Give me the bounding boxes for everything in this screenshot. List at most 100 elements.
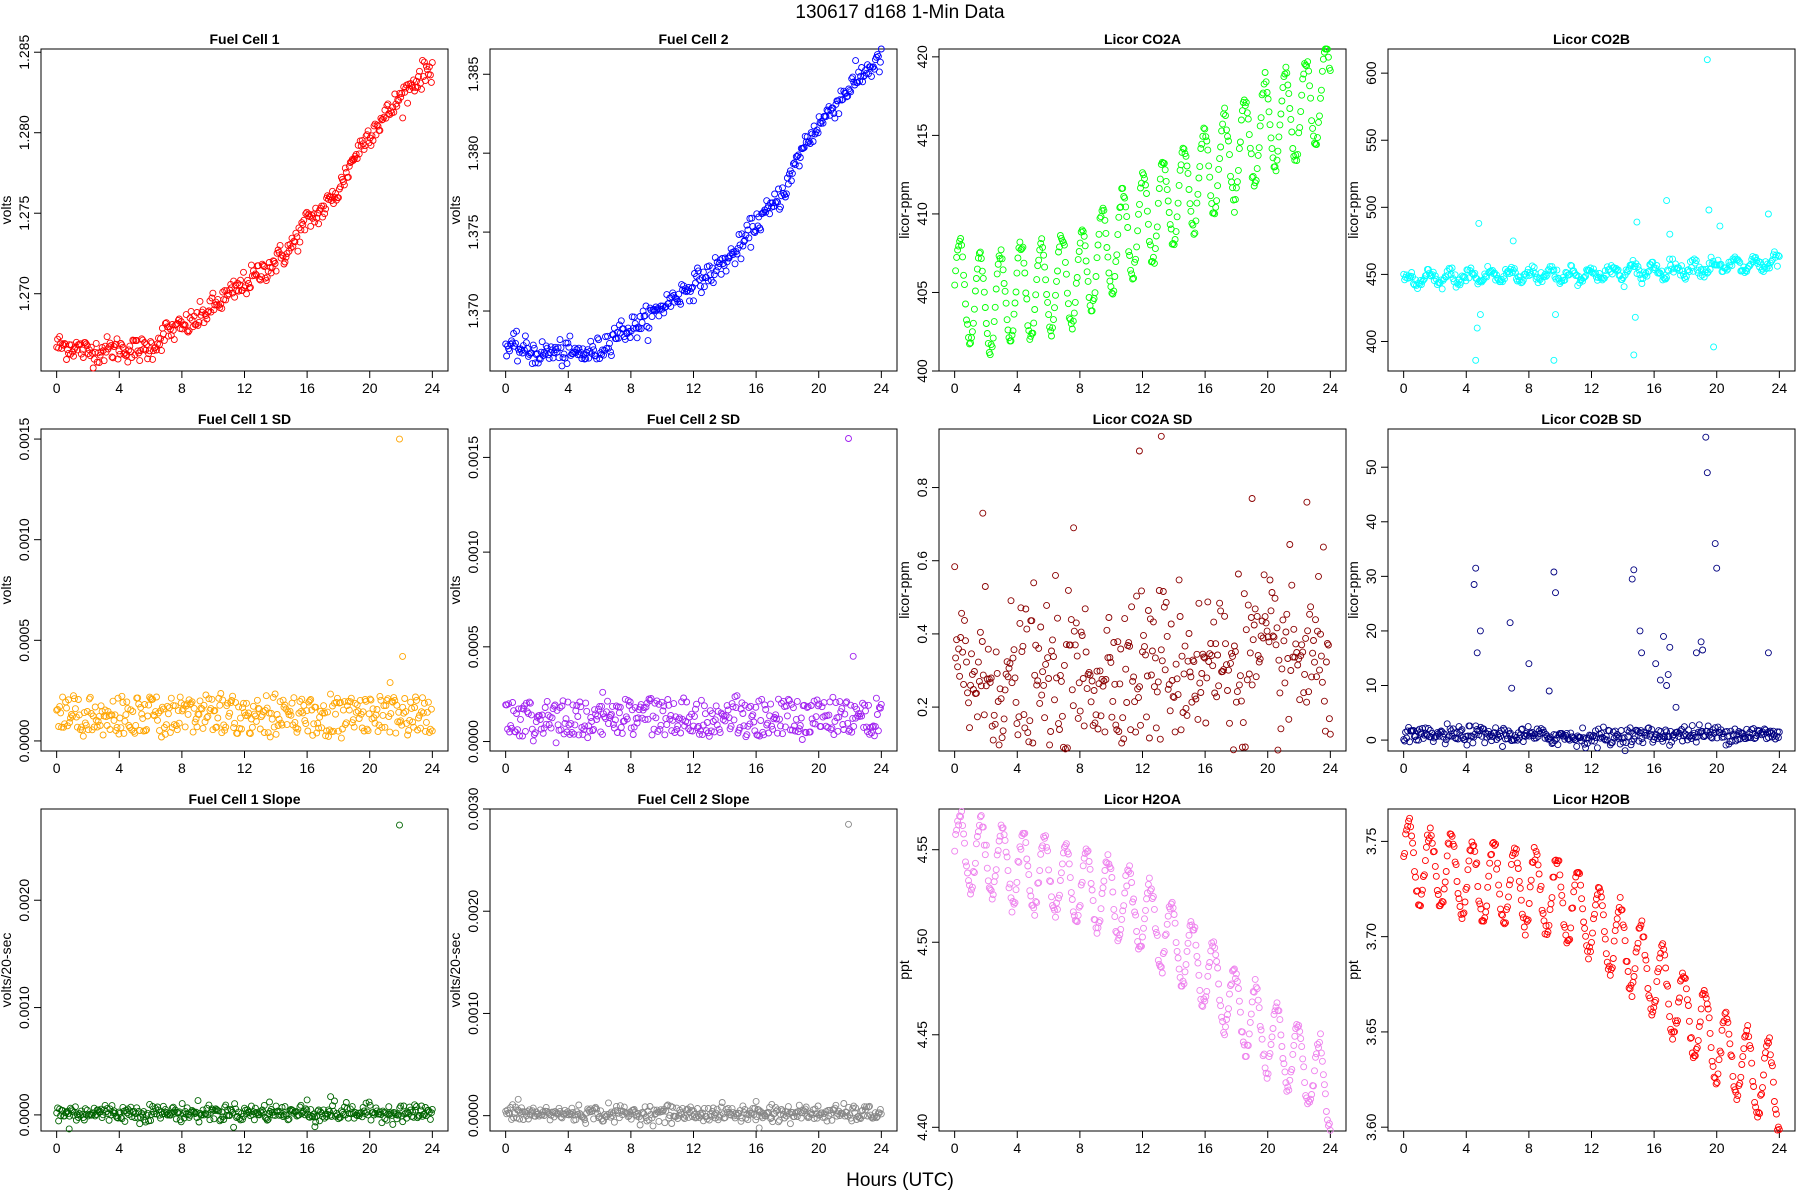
licor-co2b-data-point [1663, 197, 1671, 205]
licor-co2a-data-point [1297, 108, 1305, 116]
licor-h2oa-data-point [1094, 924, 1102, 932]
licor-h2ob-data-point [1460, 909, 1468, 917]
fuel-cell-2-sd-data-point [509, 699, 517, 706]
licor-h2oa-data-point [1271, 1007, 1279, 1015]
licor-co2a-sd-data-point [1036, 699, 1044, 707]
fuel-cell-1-sd-data-point [317, 707, 325, 715]
fuel-cell-1-sd-data-point [176, 693, 184, 701]
fuel-cell-1-data-point [70, 352, 77, 360]
licor-co2a-data-point [1282, 63, 1290, 71]
licor-co2a-sd-data-point [1028, 617, 1036, 625]
fuel-cell-1-data-point [79, 354, 87, 361]
fuel-cell-2-x-tick-label: 12 [686, 380, 702, 396]
fuel-cell-1-sd-data-point [220, 721, 228, 729]
licor-co2a-x-tick-label: 12 [1135, 380, 1151, 396]
licor-h2oa-data-point [1181, 968, 1189, 976]
fuel-cell-1-data-point [170, 336, 178, 344]
licor-h2ob-data-point [1669, 1035, 1677, 1043]
licor-co2a-sd-data-point [951, 563, 959, 571]
licor-co2a-sd-data-point [1189, 656, 1197, 664]
fuel-cell-1-data-point [326, 193, 333, 201]
licor-co2b-data-point [1579, 277, 1587, 285]
licor-h2oa-x-tick-label: 20 [1260, 1140, 1276, 1156]
licor-co2a-data-point [1230, 208, 1238, 216]
licor-h2ob-data-point [1674, 1017, 1681, 1025]
fuel-cell-1-data-point [282, 253, 290, 261]
licor-co2a-sd-data-point [1130, 673, 1138, 681]
fuel-cell-1-slope-data-point [250, 1116, 258, 1124]
fuel-cell-1-data-point [117, 340, 125, 347]
licor-h2oa-data-point [992, 866, 1000, 874]
fuel-cell-1-sd-data-point [296, 697, 304, 705]
licor-h2oa-data-point [1080, 854, 1088, 862]
fuel-cell-1-slope-data-point [366, 1101, 374, 1109]
licor-h2ob-data-point [1459, 910, 1467, 918]
licor-co2a-data-point [1018, 245, 1026, 253]
licor-co2b-sd-data-point [1469, 739, 1477, 747]
licor-co2b-sd-data-point [1619, 738, 1627, 746]
licor-h2oa-data-point [951, 847, 959, 855]
licor-h2ob-data-point [1695, 1022, 1703, 1030]
fuel-cell-2-sd-data-point [819, 713, 827, 721]
fuel-cell-2-sd-points [502, 435, 885, 747]
licor-co2b-sd-data-point [1708, 734, 1716, 742]
licor-h2ob-data-point [1477, 905, 1485, 913]
licor-co2b-data-point [1510, 265, 1518, 273]
licor-co2a-data-point [1234, 166, 1242, 174]
fuel-cell-2-sd-data-point [629, 731, 637, 738]
licor-co2a-data-point [1115, 213, 1123, 221]
licor-h2oa-data-point [1046, 877, 1054, 885]
licor-co2b-sd-data-point [1593, 744, 1601, 752]
licor-co2a-sd-data-point [1010, 646, 1018, 654]
licor-co2a-sd-data-point [964, 689, 971, 697]
licor-h2oa-data-point [1319, 1071, 1327, 1079]
fuel-cell-1-data-point [237, 276, 244, 284]
fuel-cell-2-sd-data-point [718, 710, 726, 718]
fuel-cell-2-sd-data-point [841, 710, 849, 718]
licor-h2oa-data-point [1206, 959, 1214, 966]
licor-h2ob-data-point [1741, 1033, 1749, 1041]
licor-h2oa-data-point [1178, 982, 1186, 990]
licor-h2ob-data-point [1702, 994, 1710, 1002]
licor-h2ob-data-point [1579, 905, 1587, 913]
licor-co2a-sd-data-point [1288, 581, 1296, 589]
licor-co2b-data-point [1773, 262, 1781, 270]
licor-co2b-x-tick-label: 8 [1525, 380, 1533, 396]
licor-co2a-data-point [1314, 134, 1321, 142]
fuel-cell-2-sd-data-point [675, 715, 683, 723]
licor-h2ob-data-point [1744, 1022, 1752, 1030]
licor-h2oa-data-point [1068, 896, 1076, 903]
fuel-cell-1-x-tick-label: 4 [115, 380, 123, 396]
licor-co2a-sd-data-point [1012, 698, 1020, 706]
licor-h2oa-data-point [1021, 829, 1029, 837]
fuel-cell-2-sd-data-point [831, 717, 839, 725]
fuel-cell-2-slope-data-point [616, 1102, 624, 1110]
fuel-cell-1-data-point [298, 219, 306, 227]
licor-co2a-data-point [1295, 129, 1303, 137]
licor-co2a-data-point [1055, 248, 1062, 256]
licor-h2ob-data-point [1512, 845, 1520, 853]
licor-co2a-sd-y-tick-label: 0.4 [914, 624, 930, 644]
licor-co2a-data-point [972, 275, 980, 282]
fuel-cell-1-data-point [341, 164, 349, 172]
licor-h2oa-data-point [982, 841, 990, 849]
licor-co2a-sd-data-point [1181, 642, 1189, 650]
licor-co2a-sd-data-point [1111, 680, 1119, 688]
fuel-cell-1-sd-data-point [221, 726, 229, 734]
licor-co2a-sd-data-point [997, 695, 1005, 703]
licor-co2a-data-point [1243, 109, 1251, 117]
fuel-cell-2-slope-data-point [859, 1106, 867, 1114]
fuel-cell-1-data-point [149, 355, 157, 363]
fuel-cell-2-slope-data-point [795, 1101, 803, 1109]
licor-co2a-data-point [1173, 213, 1181, 221]
fuel-cell-2-data-point [687, 287, 694, 295]
licor-co2a-sd-data-point [996, 685, 1004, 693]
fuel-cell-2-sd-data-point [784, 695, 792, 703]
licor-co2a-data-point [1071, 298, 1079, 306]
fuel-cell-2-sd-data-point [642, 703, 650, 711]
fuel-cell-1-sd-data-point [409, 718, 417, 726]
licor-h2oa-data-point [1111, 913, 1119, 921]
licor-h2oa-data-point [1258, 1035, 1266, 1043]
